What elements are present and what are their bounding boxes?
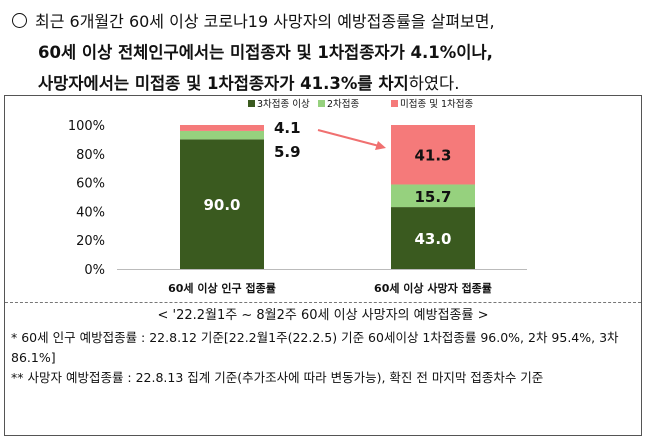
legend-swatch [248,100,255,107]
data-label: 15.7 [414,188,451,206]
intro-line-1: 최근 6개월간 60세 이상 코로나19 사망자의 예방접종률을 살펴보면, [12,6,642,37]
legend-label: 미접종 및 1차접종 [400,98,474,110]
divider [5,302,641,303]
bar-segment [180,139,264,269]
bar-segment [391,184,475,208]
legend-label: 3차접종 이상 [257,98,310,110]
intro-line-3-tail: 하였다. [408,74,460,93]
circle-bullet-icon [12,13,27,28]
footnote-1: * 60세 인구 예방접종률 : 22.8.12 기준[22.2월1주(22.2… [11,330,619,365]
legend-swatch [318,100,325,107]
chart-box: 0% 20% 40% 60% 80% 100% 90.0 5.9 4.1 60세 이상 인구 접종… [4,95,642,436]
legend-swatch [391,100,398,107]
data-label: 41.3 [414,147,451,165]
intro-line-2-text: 60세 이상 전체인구에서는 미접종자 및 1차접종자가 4.1%이나, [38,43,493,62]
data-label: 4.1 [274,119,301,137]
y-tick-label: 20% [76,234,105,249]
bar-segment [180,130,264,140]
footnote-2: ** 사망자 예방접종률 : 22.8.13 집계 기준(추가조사에 따라 변동… [11,370,544,385]
y-tick-label: 60% [76,177,105,192]
legend-label: 2차접종 [327,98,360,110]
y-tick-label: 0% [84,263,105,278]
y-tick-label: 40% [76,205,105,220]
chart-caption: < '22.2월1주 ~ 8월2주 60세 이상 사망자의 예방접종률 > [157,308,489,323]
category-label: 60세 이상 인구 접종률 [168,281,276,295]
notes: < '22.2월1주 ~ 8월2주 60세 이상 사망자의 예방접종률 > * … [5,306,641,388]
chart-area: 0% 20% 40% 60% 80% 100% 90.0 5.9 4.1 60세 이상 인구 접종… [5,96,641,304]
category-label: 60세 이상 사망자 접종률 [374,281,492,295]
intro-line-3-bold: 사망자에서는 미접종 및 1차접종자가 41.3%를 차지 [38,74,409,93]
stacked-bar-chart: 0% 20% 40% 60% 80% 100% 90.0 5.9 4.1 60세 이상 인구 접종… [68,98,527,295]
arrow-line [317,129,380,147]
intro-text: 최근 6개월간 60세 이상 코로나19 사망자의 예방접종률을 살펴보면, 6… [12,6,642,99]
arrow-head-icon [375,141,386,150]
intro-line-3: 사망자에서는 미접종 및 1차접종자가 41.3%를 차지하였다. [12,68,642,99]
data-label: 90.0 [203,196,240,214]
data-label: 43.0 [414,230,451,248]
y-tick-label: 80% [76,148,105,163]
bar-segment [391,207,475,269]
bar-segment [391,125,475,185]
y-tick-label: 100% [68,119,105,134]
intro-line-2: 60세 이상 전체인구에서는 미접종자 및 1차접종자가 4.1%이나, [12,37,642,68]
bar-segment [180,125,264,131]
data-label: 5.9 [274,143,301,161]
intro-line-1-text: 최근 6개월간 60세 이상 코로나19 사망자의 예방접종률을 살펴보면, [35,12,495,31]
